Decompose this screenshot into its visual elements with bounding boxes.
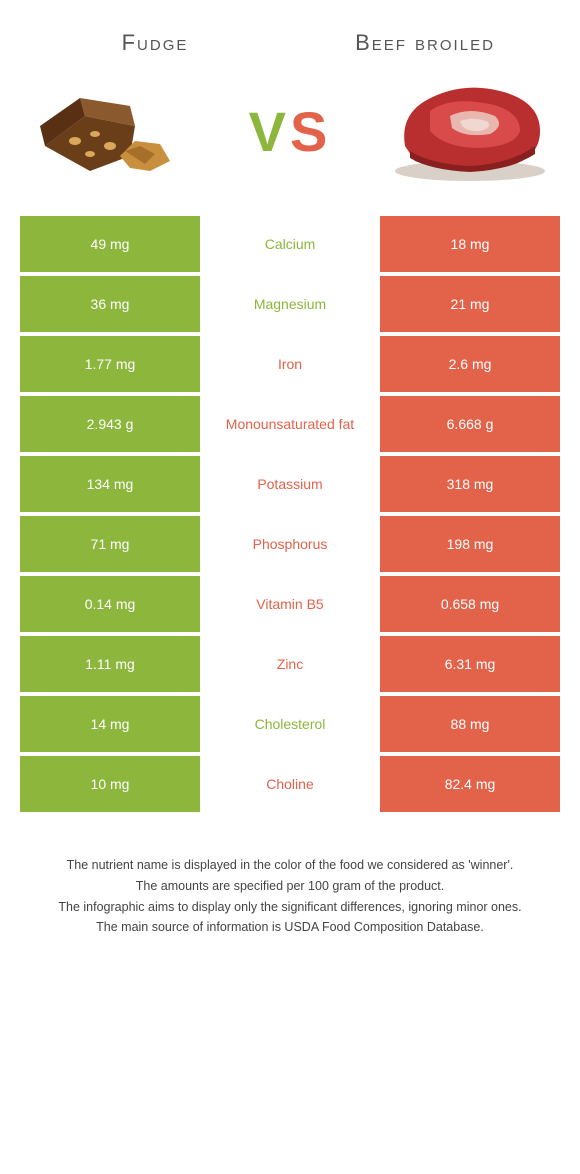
footer-line: The main source of information is USDA F…	[30, 918, 550, 937]
cell-right-value: 6.668 g	[380, 396, 560, 452]
cell-right-value: 0.658 mg	[380, 576, 560, 632]
footer-notes: The nutrient name is displayed in the co…	[0, 816, 580, 969]
cell-nutrient-label: Vitamin B5	[200, 576, 380, 632]
food-left-title: Fudge	[34, 30, 277, 56]
footer-line: The amounts are specified per 100 gram o…	[30, 877, 550, 896]
cell-nutrient-label: Phosphorus	[200, 516, 380, 572]
cell-right-value: 82.4 mg	[380, 756, 560, 812]
cell-left-value: 134 mg	[20, 456, 200, 512]
cell-left-value: 1.11 mg	[20, 636, 200, 692]
cell-right-value: 18 mg	[380, 216, 560, 272]
cell-nutrient-label: Choline	[200, 756, 380, 812]
cell-right-value: 2.6 mg	[380, 336, 560, 392]
table-row: 10 mgCholine82.4 mg	[20, 756, 560, 812]
cell-right-value: 198 mg	[380, 516, 560, 572]
header: Fudge Beef broiled	[0, 0, 580, 76]
table-row: 14 mgCholesterol88 mg	[20, 696, 560, 752]
cell-left-value: 14 mg	[20, 696, 200, 752]
cell-left-value: 2.943 g	[20, 396, 200, 452]
cell-right-value: 21 mg	[380, 276, 560, 332]
images-row: VS	[0, 76, 580, 216]
cell-nutrient-label: Calcium	[200, 216, 380, 272]
cell-nutrient-label: Iron	[200, 336, 380, 392]
table-row: 71 mgPhosphorus198 mg	[20, 516, 560, 572]
cell-left-value: 0.14 mg	[20, 576, 200, 632]
table-row: 2.943 gMonounsaturated fat6.668 g	[20, 396, 560, 452]
cell-left-value: 36 mg	[20, 276, 200, 332]
cell-right-value: 6.31 mg	[380, 636, 560, 692]
table-row: 134 mgPotassium318 mg	[20, 456, 560, 512]
footer-line: The nutrient name is displayed in the co…	[30, 856, 550, 875]
cell-left-value: 71 mg	[20, 516, 200, 572]
table-row: 49 mgCalcium18 mg	[20, 216, 560, 272]
cell-nutrient-label: Magnesium	[200, 276, 380, 332]
vs-label: VS	[249, 99, 332, 164]
comparison-table: 49 mgCalcium18 mg36 mgMagnesium21 mg1.77…	[20, 216, 560, 812]
cell-left-value: 49 mg	[20, 216, 200, 272]
cell-nutrient-label: Zinc	[200, 636, 380, 692]
food-right-title: Beef broiled	[304, 30, 547, 56]
cell-nutrient-label: Cholesterol	[200, 696, 380, 752]
cell-right-value: 318 mg	[380, 456, 560, 512]
table-row: 0.14 mgVitamin B50.658 mg	[20, 576, 560, 632]
table-row: 1.77 mgIron2.6 mg	[20, 336, 560, 392]
fudge-image	[20, 76, 200, 186]
cell-left-value: 1.77 mg	[20, 336, 200, 392]
cell-left-value: 10 mg	[20, 756, 200, 812]
cell-right-value: 88 mg	[380, 696, 560, 752]
vs-s: S	[290, 100, 331, 163]
cell-nutrient-label: Monounsaturated fat	[200, 396, 380, 452]
cell-nutrient-label: Potassium	[200, 456, 380, 512]
table-row: 1.11 mgZinc6.31 mg	[20, 636, 560, 692]
beef-image	[380, 76, 560, 186]
footer-line: The infographic aims to display only the…	[30, 898, 550, 917]
table-row: 36 mgMagnesium21 mg	[20, 276, 560, 332]
vs-v: V	[249, 100, 290, 163]
